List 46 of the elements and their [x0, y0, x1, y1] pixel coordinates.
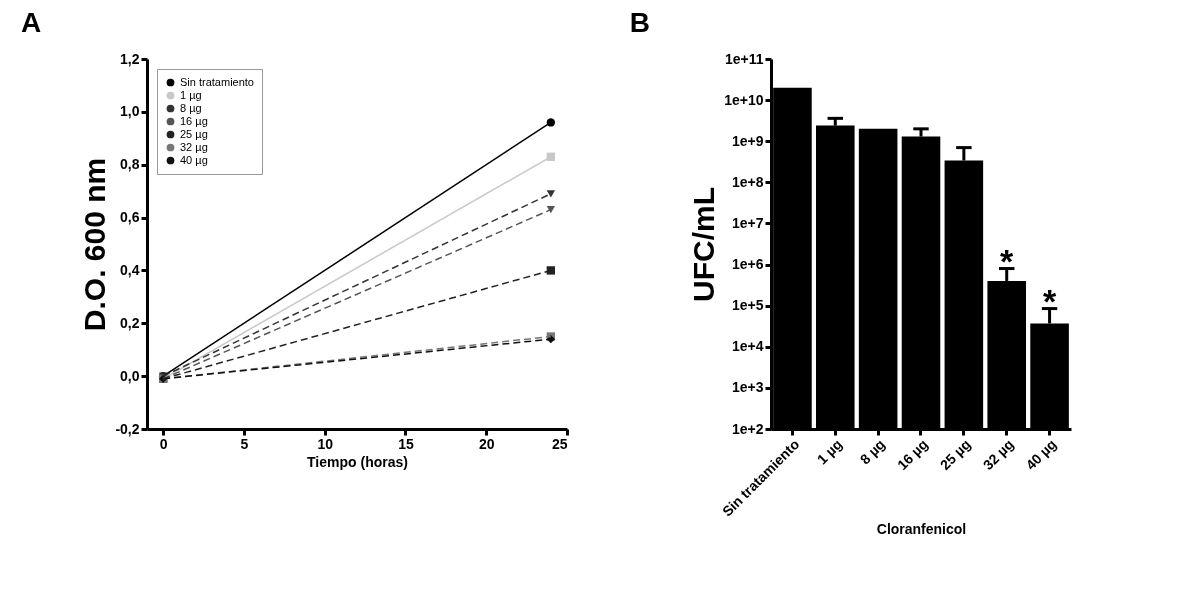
legend-label: 1 µg	[180, 88, 202, 101]
x-tick-label: 0	[159, 435, 168, 452]
legend-label: 40 µg	[180, 153, 208, 166]
y-tick-label: 1,0	[120, 103, 140, 120]
x-tick-label: 10	[317, 435, 334, 452]
annotation: *	[1000, 241, 1015, 280]
y-axis-title: UFC/mL	[687, 187, 721, 302]
x-tick-label: 20	[478, 435, 495, 452]
x-tick-label: 16 µg	[894, 436, 931, 473]
y-tick-label: 1e+3	[731, 379, 764, 396]
y-tick-label: 1e+9	[731, 132, 764, 149]
y-tick-label: -0,2	[115, 420, 140, 437]
x-tick-label: 1 µg	[813, 436, 846, 468]
x-tick-label: 25 µg	[936, 436, 974, 473]
chart-title: B	[629, 7, 650, 38]
y-tick-label: 1e+8	[731, 173, 764, 190]
y-axis-title: D.O. 600 nm	[78, 157, 112, 332]
y-tick-label: 1e+4	[731, 338, 764, 355]
annotation: *	[1042, 281, 1057, 320]
y-tick-label: 0,8	[120, 156, 140, 173]
y-tick-label: 1e+7	[731, 214, 764, 231]
y-tick-label: 0,6	[120, 209, 140, 226]
legend-label: 16 µg	[180, 114, 208, 127]
legend-label: Sin tratamiento	[180, 75, 254, 88]
x-tick-label: 8 µg	[856, 436, 889, 468]
chart-title: A	[20, 7, 42, 38]
point	[546, 266, 556, 275]
y-tick-label: 1e+5	[731, 297, 764, 314]
y-tick-label: 1,2	[120, 50, 140, 67]
legend-label: 25 µg	[180, 127, 208, 140]
y-tick-label: 0,4	[120, 261, 140, 278]
x-axis-title: Tiempo (horas)	[307, 453, 408, 470]
legend-label: 32 µg	[180, 140, 208, 153]
y-tick-label: 1e+6	[731, 256, 764, 273]
y-tick-label: 1e+2	[731, 420, 764, 437]
x-tick-label: 15	[398, 435, 414, 452]
y-tick-label: 1e+11	[724, 50, 764, 67]
x-tick-label: 40 µg	[1022, 436, 1060, 473]
x-tick-label: 32 µg	[979, 436, 1017, 473]
y-tick-label: 0,2	[120, 314, 140, 331]
x-tick-label: 5	[240, 435, 249, 452]
x-tick-label: 25	[551, 435, 568, 452]
legend-label: 8 µg	[180, 101, 202, 114]
y-tick-label: 0,0	[120, 367, 140, 384]
y-tick-label: 1e+10	[724, 91, 764, 108]
x-axis-title: Cloranfenicol	[876, 521, 967, 538]
